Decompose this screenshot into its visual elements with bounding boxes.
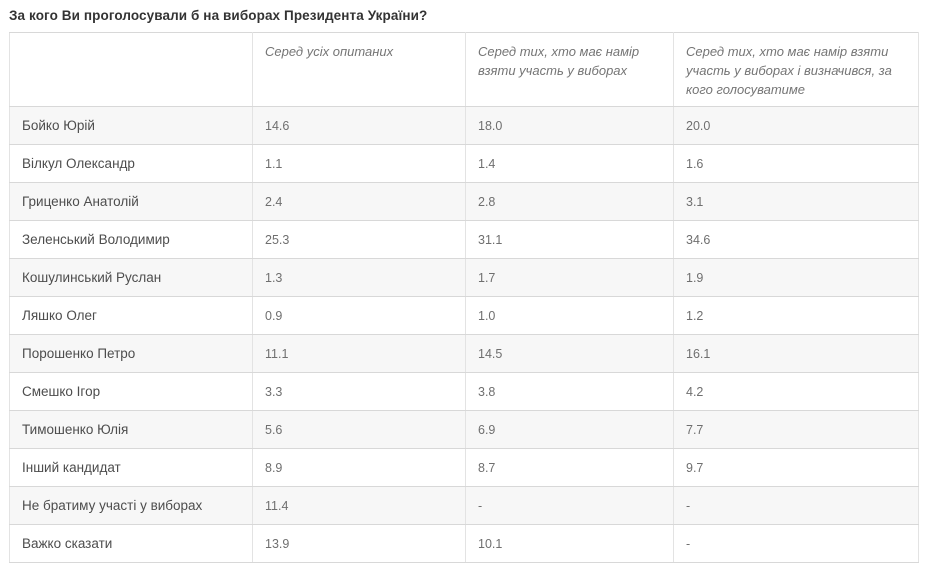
value-cell: 5.6 (252, 410, 466, 449)
value-cell: 1.9 (673, 258, 919, 297)
candidate-name-cell: Порошенко Петро (9, 334, 253, 373)
value-cell: 11.1 (252, 334, 466, 373)
candidate-name-cell: Гриценко Анатолій (9, 182, 253, 221)
value-cell: 6.9 (465, 410, 674, 449)
value-cell: 25.3 (252, 220, 466, 259)
value-cell: 0.9 (252, 296, 466, 335)
value-cell: 3.3 (252, 372, 466, 411)
value-cell: 10.1 (465, 524, 674, 563)
page-title: За кого Ви проголосували б на виборах Пр… (9, 8, 428, 23)
candidate-name-cell: Вілкул Олександр (9, 144, 253, 183)
table-header: Серед усіх опитаних Серед тих, хто має н… (9, 32, 919, 107)
table-row: Кошулинський Руслан 1.3 1.7 1.9 (9, 258, 919, 297)
value-cell: 7.7 (673, 410, 919, 449)
value-cell: - (673, 524, 919, 563)
value-cell: 1.6 (673, 144, 919, 183)
value-cell: 18.0 (465, 106, 674, 145)
candidate-name-cell: Не братиму участі у виборах (9, 486, 253, 525)
value-cell: 1.3 (252, 258, 466, 297)
column-header-intend-to-vote: Серед тих, хто має намір взяти участь у … (465, 32, 674, 107)
candidate-name-cell: Бойко Юрій (9, 106, 253, 145)
value-cell: 31.1 (465, 220, 674, 259)
table-row: Ляшко Олег 0.9 1.0 1.2 (9, 296, 919, 335)
value-cell: 20.0 (673, 106, 919, 145)
candidate-name-cell: Тимошенко Юлія (9, 410, 253, 449)
column-header-all-respondents: Серед усіх опитаних (252, 32, 466, 107)
candidate-name-cell: Смешко Ігор (9, 372, 253, 411)
value-cell: 13.9 (252, 524, 466, 563)
value-cell: 1.2 (673, 296, 919, 335)
table-row: Порошенко Петро 11.1 14.5 16.1 (9, 334, 919, 373)
value-cell: 8.9 (252, 448, 466, 487)
column-header-intend-and-decided: Серед тих, хто має намір взяти участь у … (673, 32, 919, 107)
value-cell: 14.6 (252, 106, 466, 145)
table-row: Смешко Ігор 3.3 3.8 4.2 (9, 372, 919, 411)
table-row: Не братиму участі у виборах 11.4- - (9, 486, 919, 525)
table-row: Вілкул Олександр 1.1 1.4 1.6 (9, 144, 919, 183)
value-cell: 2.8 (465, 182, 674, 221)
table-row: Важко сказати 13.9 10.1- (9, 524, 919, 563)
value-cell: 1.1 (252, 144, 466, 183)
column-header-candidate (9, 32, 253, 107)
table-row: Тимошенко Юлія 5.6 6.9 7.7 (9, 410, 919, 449)
candidate-name-cell: Інший кандидат (9, 448, 253, 487)
value-cell: 14.5 (465, 334, 674, 373)
table-row: Інший кандидат 8.9 8.7 9.7 (9, 448, 919, 487)
candidate-name-cell: Важко сказати (9, 524, 253, 563)
candidate-name-cell: Ляшко Олег (9, 296, 253, 335)
value-cell: 8.7 (465, 448, 674, 487)
poll-results-table: Серед усіх опитаних Серед тих, хто має н… (9, 32, 919, 563)
table-row: Бойко Юрій 14.6 18.0 20.0 (9, 106, 919, 145)
value-cell: 1.0 (465, 296, 674, 335)
value-cell: 34.6 (673, 220, 919, 259)
value-cell: 3.8 (465, 372, 674, 411)
value-cell: 9.7 (673, 448, 919, 487)
value-cell: 4.2 (673, 372, 919, 411)
value-cell: - (673, 486, 919, 525)
value-cell: 3.1 (673, 182, 919, 221)
header-row: Серед усіх опитаних Серед тих, хто має н… (9, 32, 919, 107)
value-cell: 1.7 (465, 258, 674, 297)
table-row: Гриценко Анатолій 2.4 2.8 3.1 (9, 182, 919, 221)
value-cell: 2.4 (252, 182, 466, 221)
value-cell: 11.4 (252, 486, 466, 525)
value-cell: 16.1 (673, 334, 919, 373)
candidate-name-cell: Зеленський Володимир (9, 220, 253, 259)
candidate-name-cell: Кошулинський Руслан (9, 258, 253, 297)
table-body: Бойко Юрій 14.6 18.0 20.0 Вілкул Олександр 1.… (9, 106, 919, 563)
value-cell: - (465, 486, 674, 525)
table-row: Зеленський Володимир 25.3 31.1 34.6 (9, 220, 919, 259)
value-cell: 1.4 (465, 144, 674, 183)
